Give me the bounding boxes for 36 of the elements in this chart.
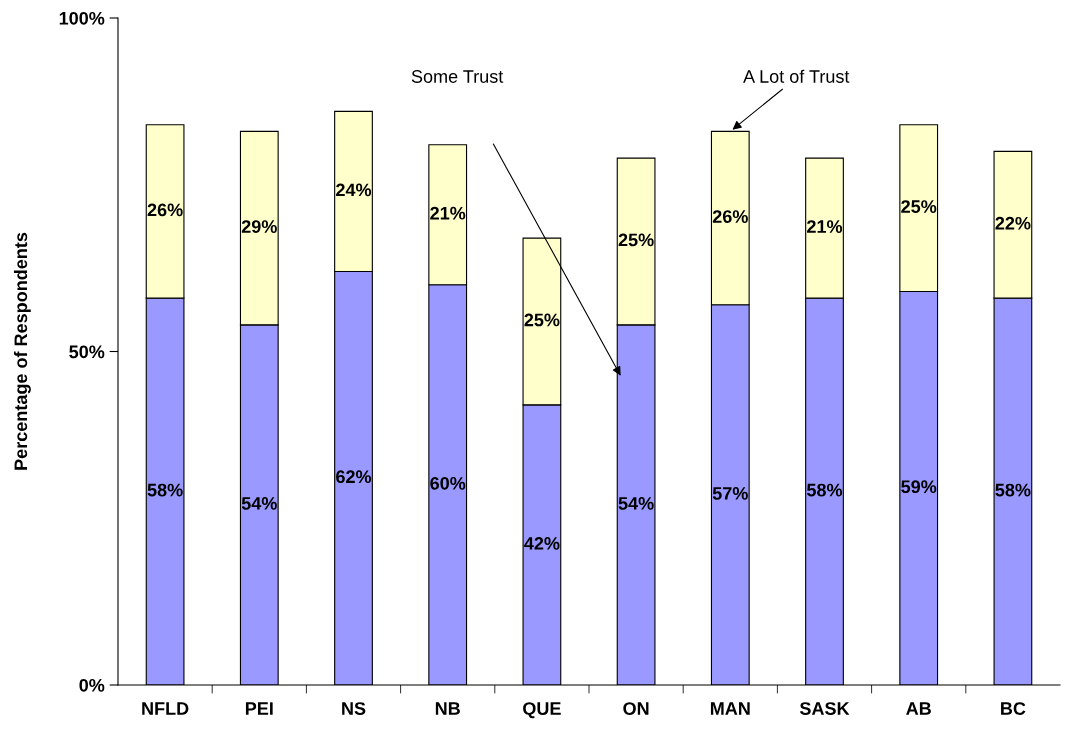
data-label: 62% <box>336 470 372 484</box>
data-label: 60% <box>430 476 466 490</box>
data-label: 24% <box>336 183 372 197</box>
data-label: 58% <box>806 483 843 497</box>
y-axis-title: Percentage of Respondents <box>13 232 31 470</box>
data-label: 59% <box>901 480 937 494</box>
x-tick-label: SASK <box>799 702 850 715</box>
x-tick-label: AB <box>906 702 931 715</box>
annotation: Some Trust <box>411 70 504 83</box>
data-label: 58% <box>147 483 183 497</box>
data-label: 25% <box>901 200 937 213</box>
data-label: 57% <box>712 487 748 500</box>
data-label: 54% <box>618 497 654 510</box>
data-label: 25% <box>618 233 654 247</box>
annotation: A Lot of Trust <box>743 69 850 83</box>
data-label: 25% <box>524 313 560 327</box>
data-label: 21% <box>430 206 466 220</box>
data-label: 58% <box>995 483 1031 497</box>
x-tick-label: QUE <box>523 702 561 719</box>
x-tick-label: NS <box>342 702 366 715</box>
data-label: 29% <box>241 220 277 233</box>
x-tick-label: BC <box>1001 702 1026 715</box>
y-tick-label: 0% <box>79 678 105 692</box>
data-label: 26% <box>712 210 748 223</box>
x-tick-label: ON <box>623 702 649 715</box>
data-label: 54% <box>241 497 277 510</box>
x-tick-label: NB <box>435 702 460 715</box>
data-label: 22% <box>995 216 1031 230</box>
y-tick-label: 50% <box>69 345 105 359</box>
x-tick-label: PEI <box>245 702 273 715</box>
data-label: 26% <box>147 203 183 217</box>
x-tick-label: MAN <box>710 702 750 715</box>
data-label: 42% <box>524 536 560 550</box>
y-tick-label: 100% <box>59 11 105 25</box>
data-label: 21% <box>807 220 843 233</box>
x-tick-label: NFLD <box>142 702 189 715</box>
